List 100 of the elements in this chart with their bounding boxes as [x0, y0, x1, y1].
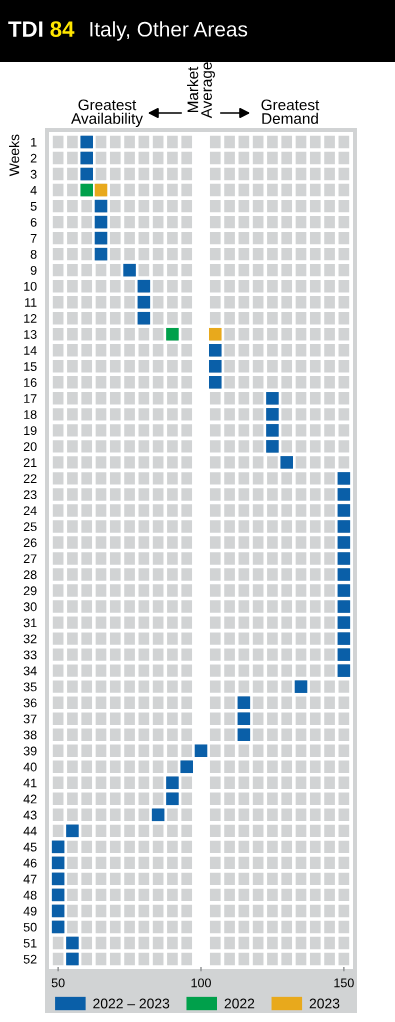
y-tick-label: 32 — [23, 634, 37, 644]
legend-label: 2023 — [309, 998, 340, 1009]
point — [237, 712, 251, 725]
point — [337, 664, 351, 677]
y-tick-label: 20 — [23, 442, 37, 452]
chart-subtitle: Italy, Other Areas — [90, 21, 248, 41]
point — [94, 183, 108, 197]
point — [266, 408, 279, 421]
point — [194, 744, 208, 758]
y-tick-label: 25 — [23, 522, 37, 532]
y-tick-label: 36 — [23, 698, 37, 708]
chart-title: TDI 84 — [8, 21, 75, 37]
y-tick-label: 44 — [23, 826, 37, 836]
y-tick-label: 22 — [23, 474, 37, 483]
text: Greatest Availability — [71, 99, 143, 127]
point — [337, 632, 351, 645]
y-tick-label: 29 — [23, 586, 37, 596]
y-tick-label: 6 — [30, 217, 37, 227]
point — [266, 440, 279, 453]
y-tick-label: 50 — [23, 922, 37, 932]
y-tick-label: 3 — [30, 169, 37, 179]
y-tick-label: 14 — [24, 346, 37, 355]
y-tick-label: 33 — [23, 650, 37, 660]
y-tick-label: 30 — [23, 602, 37, 612]
y-tick-label: 10 — [24, 281, 37, 291]
y-tick-label: 48 — [23, 890, 37, 900]
y-tick-label: 43 — [23, 810, 37, 820]
point — [123, 263, 136, 277]
point — [51, 840, 65, 854]
y-tick-label: 19 — [24, 426, 37, 436]
point — [51, 872, 65, 886]
point — [266, 392, 279, 405]
y-tick-label: 37 — [23, 714, 37, 724]
point — [137, 295, 151, 309]
point — [166, 776, 179, 790]
point — [209, 376, 222, 389]
y-tick-label: 18 — [24, 410, 37, 419]
y-tick-label: 2 — [30, 153, 37, 163]
y-tick-label: 52 — [23, 954, 37, 964]
y-tick-label: 16 — [24, 378, 37, 387]
point — [337, 616, 351, 629]
point — [66, 952, 79, 966]
point — [51, 888, 65, 902]
point — [337, 488, 351, 501]
x-tick-label: 100 — [191, 978, 211, 988]
point — [209, 327, 222, 341]
point — [66, 936, 79, 950]
point — [337, 504, 351, 517]
x-tick-label: 150 — [334, 978, 354, 988]
y-tick-label: 9 — [30, 265, 37, 275]
point — [209, 343, 222, 357]
band-label: Market Average — [187, 62, 215, 119]
point — [337, 568, 351, 581]
y-tick-label: 39 — [23, 746, 37, 756]
point — [137, 311, 151, 325]
y-tick-label: 42 — [23, 794, 37, 804]
y-tick-label: 5 — [30, 202, 37, 211]
y-tick-label: 23 — [23, 490, 37, 500]
point — [94, 199, 108, 213]
point — [337, 472, 351, 485]
y-tick-label: 15 — [24, 362, 37, 371]
point — [94, 231, 108, 245]
point — [266, 424, 279, 437]
y-tick-label: 41 — [23, 778, 37, 788]
y-tick-label: 35 — [23, 682, 37, 692]
y-tick-label: 38 — [23, 730, 37, 740]
point — [337, 536, 351, 549]
point — [337, 648, 351, 661]
point — [80, 183, 93, 197]
y-tick-label: 28 — [23, 570, 37, 580]
point — [94, 215, 108, 229]
y-tick-label: 1 — [31, 137, 37, 147]
y-tick-label: 21 — [23, 458, 37, 467]
point — [280, 456, 293, 469]
legend-label: 2022 — [224, 998, 255, 1009]
y-tick-label: 27 — [23, 554, 37, 564]
point — [294, 680, 308, 693]
y-tick-label: 40 — [23, 762, 37, 772]
point — [237, 728, 251, 742]
y-axis-title: Weeks — [9, 134, 20, 177]
point — [337, 552, 351, 565]
point — [337, 584, 351, 597]
y-tick-label: 7 — [30, 234, 37, 243]
point — [51, 904, 65, 918]
y-tick-label: 26 — [23, 538, 37, 548]
point — [80, 167, 93, 181]
text: Greatest Demand — [261, 99, 320, 124]
point — [151, 808, 165, 822]
y-tick-label: 12 — [24, 314, 37, 323]
y-tick-label: 4 — [30, 186, 37, 195]
point — [237, 696, 251, 709]
y-tick-label: 13 — [24, 330, 37, 339]
point — [209, 359, 222, 373]
point — [66, 824, 79, 838]
y-tick-label: 45 — [23, 842, 37, 852]
point — [80, 151, 93, 165]
x-tick-label: 50 — [51, 978, 65, 988]
y-tick-label: 49 — [23, 906, 37, 916]
point — [51, 856, 65, 870]
y-tick-label: 46 — [23, 858, 37, 868]
